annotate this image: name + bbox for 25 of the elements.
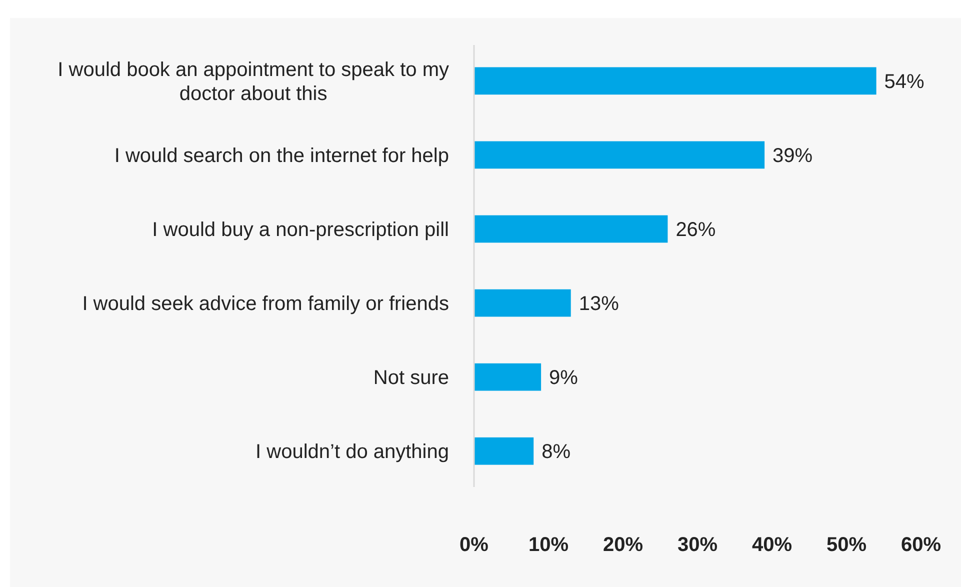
data-label: 13% bbox=[578, 293, 620, 316]
x-tick-label: 20% bbox=[602, 534, 644, 556]
data-label: 54% bbox=[884, 70, 925, 93]
data-label: 8% bbox=[542, 441, 571, 464]
x-tick-label: 60% bbox=[900, 534, 942, 556]
y-tick-label: I wouldn’t do anything bbox=[256, 441, 449, 464]
bar bbox=[474, 289, 571, 317]
x-tick-label: 40% bbox=[752, 534, 792, 556]
x-tick-label: 10% bbox=[528, 534, 569, 556]
x-tick-label: 30% bbox=[677, 534, 718, 556]
bar bbox=[474, 141, 765, 169]
bar bbox=[474, 215, 668, 243]
y-tick-label: I would search on the internet for help bbox=[114, 144, 450, 167]
x-tick-label: 0% bbox=[460, 534, 489, 556]
bar bbox=[474, 67, 876, 95]
bar bbox=[474, 437, 534, 465]
y-tick-label: I would seek advice from family or friends bbox=[82, 293, 450, 316]
data-label: 39% bbox=[772, 144, 813, 167]
x-tick-label: 50% bbox=[826, 534, 867, 556]
y-tick-label: Not sure bbox=[373, 367, 450, 390]
data-label: 9% bbox=[549, 367, 578, 390]
bar bbox=[474, 363, 542, 391]
y-tick-label: I would buy a non-prescription pill bbox=[152, 218, 449, 241]
y-tick-label: I would book an appointment to speak to my doctor about this bbox=[58, 58, 450, 105]
data-label: 26% bbox=[676, 218, 716, 241]
